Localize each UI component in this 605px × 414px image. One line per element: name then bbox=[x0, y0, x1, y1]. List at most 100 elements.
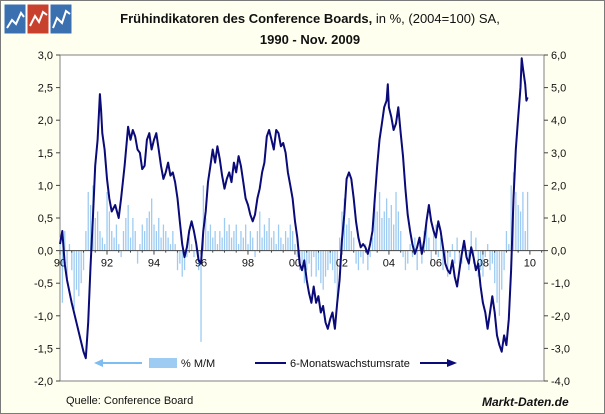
bar-mm bbox=[261, 237, 263, 251]
bar-mm bbox=[151, 198, 153, 251]
bar-mm bbox=[249, 231, 252, 251]
bar-mm bbox=[160, 237, 162, 251]
bar-mm bbox=[369, 250, 371, 258]
bar-mm bbox=[327, 250, 329, 271]
chart-title: Frühindikatoren des Conference Boards, i… bbox=[80, 8, 540, 50]
bar-mm bbox=[508, 244, 510, 251]
y-right-tick-label: 4,0 bbox=[551, 115, 566, 127]
y-left-tick-label: -0,5 bbox=[34, 278, 53, 290]
bar-mm bbox=[167, 237, 169, 251]
bar-mm bbox=[242, 237, 244, 251]
bar-mm bbox=[367, 250, 369, 271]
bar-mm bbox=[66, 250, 68, 284]
bar-mm bbox=[143, 231, 146, 251]
bar-mm bbox=[169, 244, 172, 251]
bar-mm bbox=[310, 250, 313, 277]
bar-mm bbox=[263, 224, 266, 251]
y-right-tick-label: 6,0 bbox=[551, 50, 566, 62]
bar-mm bbox=[179, 250, 181, 264]
bar-mm bbox=[277, 224, 280, 251]
y-right-tick-label: -4,0 bbox=[551, 376, 570, 388]
bar-mm bbox=[510, 185, 512, 251]
bar-mm bbox=[430, 250, 432, 264]
bar-mm bbox=[280, 237, 282, 251]
bar-mm bbox=[322, 250, 324, 290]
bar-mm bbox=[498, 250, 501, 316]
bar-mm bbox=[61, 250, 64, 303]
bar-mm bbox=[108, 211, 111, 251]
y-right-tick-label: 1,0 bbox=[551, 213, 566, 225]
x-tick-label: 10 bbox=[524, 258, 536, 270]
bar-mm bbox=[132, 218, 134, 251]
bar-mm bbox=[75, 250, 78, 290]
bar-mm bbox=[146, 218, 148, 251]
bar-mm bbox=[383, 211, 385, 251]
bar-mm bbox=[89, 204, 92, 251]
bar-mm bbox=[96, 211, 99, 251]
bar-mm bbox=[219, 231, 221, 251]
bar-mm bbox=[482, 250, 484, 277]
bar-mm bbox=[428, 237, 430, 251]
bar-mm bbox=[139, 244, 141, 251]
bar-mm bbox=[209, 224, 212, 251]
bar-mm bbox=[174, 244, 176, 251]
bar-mm bbox=[409, 244, 411, 251]
y-left-tick-label: 1,0 bbox=[38, 180, 53, 192]
bar-mm bbox=[306, 250, 308, 271]
bar-mm bbox=[308, 250, 310, 264]
bar-mm bbox=[294, 244, 296, 251]
chart-title-suffix: in %, (2004=100) SA, bbox=[372, 11, 500, 26]
bar-mm bbox=[411, 250, 414, 258]
bar-mm bbox=[421, 250, 423, 264]
bar-mm bbox=[440, 237, 442, 251]
bar-mm bbox=[190, 244, 193, 251]
bar-mm bbox=[526, 191, 529, 251]
bar-mm bbox=[183, 250, 186, 271]
bar-mm bbox=[491, 250, 494, 264]
bar-mm bbox=[385, 198, 388, 251]
bar-mm bbox=[404, 250, 407, 271]
bar-mm bbox=[458, 250, 461, 271]
bar-mm bbox=[390, 204, 392, 251]
chart-title-main: Frühindikatoren des Conference Boards, bbox=[120, 11, 373, 26]
bar-mm bbox=[254, 250, 256, 258]
bar-mm bbox=[524, 231, 526, 251]
bar-mm bbox=[129, 237, 132, 251]
bar-mm bbox=[240, 231, 242, 251]
bar-mm bbox=[122, 231, 125, 251]
x-tick-label: 92 bbox=[101, 258, 113, 270]
x-tick-label: 94 bbox=[148, 258, 160, 270]
bar-mm bbox=[317, 250, 320, 271]
bar-mm bbox=[515, 191, 517, 251]
bar-mm bbox=[87, 191, 89, 251]
bar-mm bbox=[376, 211, 378, 251]
bar-mm bbox=[148, 211, 150, 251]
bar-mm bbox=[141, 224, 143, 251]
y-left-tick-label: -2,0 bbox=[34, 376, 53, 388]
right-axis-arrow-icon bbox=[447, 359, 457, 367]
y-right-tick-label: -2,0 bbox=[551, 311, 570, 323]
brand-label: Markt-Daten.de bbox=[482, 395, 569, 409]
bar-mm bbox=[296, 250, 299, 258]
bar-mm bbox=[104, 244, 106, 251]
bar-mm bbox=[479, 250, 482, 271]
bar-mm bbox=[334, 250, 336, 284]
bar-mm bbox=[193, 250, 195, 258]
bar-mm bbox=[270, 237, 273, 251]
legend-bar-swatch bbox=[149, 358, 177, 368]
bar-mm bbox=[360, 250, 362, 258]
y-left-tick-label: 1,5 bbox=[38, 148, 53, 160]
bar-mm bbox=[71, 250, 73, 271]
bar-mm bbox=[447, 250, 449, 277]
bar-mm bbox=[235, 224, 237, 251]
x-tick-label: 02 bbox=[336, 258, 348, 270]
bar-mm bbox=[85, 231, 87, 251]
y-right-tick-label: 2,0 bbox=[551, 180, 566, 192]
bar-mm bbox=[228, 224, 230, 251]
x-tick-label: 08 bbox=[477, 258, 489, 270]
source-note: Quelle: Conference Board bbox=[66, 395, 194, 407]
bar-mm bbox=[505, 231, 508, 251]
bar-mm bbox=[230, 237, 233, 251]
y-right-tick-label: -1,0 bbox=[551, 278, 570, 290]
bar-mm bbox=[395, 191, 397, 251]
